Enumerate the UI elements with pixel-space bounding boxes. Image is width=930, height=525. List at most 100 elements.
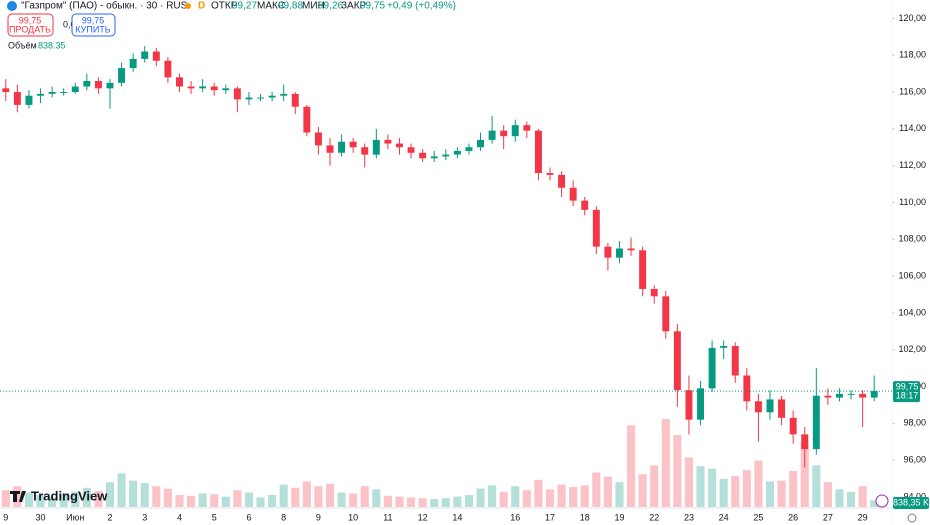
x-tick-label: 10 — [348, 512, 358, 522]
candle-body — [743, 375, 751, 402]
candle-body — [152, 51, 160, 61]
volume-bar — [187, 495, 196, 507]
x-tick-label: 18 — [580, 512, 590, 522]
candle-body — [708, 347, 716, 389]
x-tick-label: 17 — [545, 512, 555, 522]
y-tick-label: 98,00 — [903, 418, 926, 428]
candle-body — [338, 141, 346, 153]
price-tag — [893, 381, 920, 403]
candle-body — [442, 154, 450, 157]
candle-body — [731, 346, 739, 376]
x-tick-label: 26 — [788, 512, 798, 522]
candle-body — [257, 97, 264, 99]
volume-bar — [789, 471, 798, 507]
price-tag-value: 99,75 — [896, 381, 919, 391]
volume-bar — [522, 490, 531, 507]
buy-button[interactable]: 99,75 КУПИТЬ — [71, 13, 116, 37]
legend-value: 99,88 — [278, 1, 303, 12]
buy-box[interactable] — [71, 13, 116, 37]
x-tick-label: 5 — [212, 512, 217, 522]
volume-bar — [244, 492, 253, 507]
candle-body — [511, 125, 519, 137]
volume-bar — [105, 482, 115, 507]
legend-label: ЗАКР — [341, 1, 367, 12]
x-tick-label: 12 — [418, 512, 428, 522]
volume-bar — [383, 495, 392, 507]
volume-bar — [117, 473, 126, 507]
candle-body — [396, 143, 403, 148]
candle-body — [430, 156, 438, 159]
alert-icon[interactable] — [875, 494, 889, 508]
candle-body — [37, 93, 44, 96]
candle-body — [245, 97, 253, 100]
candle-body — [280, 93, 288, 96]
x-tick-label: 9 — [3, 512, 8, 522]
volume-bar — [592, 472, 601, 507]
candle-body — [569, 187, 577, 201]
candle-body — [465, 147, 473, 151]
candle-body — [581, 200, 589, 210]
sell-button[interactable]: 99,75 ПРОДАТЬ — [7, 13, 54, 37]
x-tick-label: 11 — [383, 512, 392, 522]
candle-body — [326, 145, 334, 153]
x-tick-label: 8 — [281, 512, 286, 522]
legend-label: ОТКР — [211, 1, 238, 12]
y-tick-label: 108,00 — [898, 234, 926, 244]
volume-bar — [198, 493, 207, 507]
volume-bar — [71, 491, 80, 507]
candle-body — [210, 86, 218, 91]
volume-bar — [615, 482, 624, 507]
candle-body — [697, 388, 704, 420]
legend-value: 99,75 — [360, 1, 385, 12]
volume-bar — [661, 419, 670, 507]
volume-bar — [719, 479, 728, 507]
volume-bar — [360, 486, 369, 507]
y-tick-label: 102,00 — [898, 344, 926, 354]
candle-body — [222, 88, 230, 91]
volume-bar — [464, 495, 473, 507]
candle-body — [477, 139, 484, 148]
volume-bar — [48, 497, 57, 507]
candle-body — [129, 58, 137, 69]
x-tick-label: 27 — [823, 512, 833, 522]
candle-body — [361, 147, 369, 155]
change: +0,49 (+0,49%) — [387, 1, 456, 12]
candle-body — [60, 92, 68, 94]
buy-label: КУПИТЬ — [75, 24, 110, 34]
volume-bar — [858, 486, 867, 507]
candle-body — [291, 93, 299, 107]
settings-icon[interactable] — [907, 513, 917, 523]
candle-body — [754, 401, 762, 413]
symbol: "Газпром" (ПАО) - обыкн. · 30 · RUS — [21, 0, 188, 12]
x-tick-label: 9 — [316, 512, 321, 522]
volume-bar — [24, 492, 33, 507]
candle-body — [48, 92, 56, 94]
candle-body — [176, 77, 183, 87]
sell-box[interactable] — [7, 13, 54, 37]
volume-bar — [870, 500, 879, 507]
volume-bar — [152, 486, 161, 507]
y-tick-label: 94,00 — [903, 491, 926, 501]
y-tick-label: 116,00 — [899, 86, 926, 96]
x-tick-label: 23 — [684, 512, 694, 522]
volume-tag — [893, 497, 929, 509]
volume-bar — [325, 483, 335, 507]
volume-bar — [800, 442, 809, 507]
buy-price: 99,75 — [82, 15, 105, 25]
candle-body — [407, 147, 415, 153]
volume-bar — [684, 457, 693, 507]
volume-bar — [569, 487, 578, 507]
candle-body — [118, 68, 126, 83]
x-tick-label: 16 — [510, 512, 520, 522]
volume-bar — [511, 486, 520, 507]
volume-bar — [731, 475, 740, 507]
y-tick-label: 114,00 — [899, 123, 926, 133]
volume-bar — [742, 470, 751, 507]
volume-bar — [696, 466, 705, 507]
candle-body — [25, 95, 33, 105]
y-tick-label: 118,00 — [899, 50, 926, 60]
candle-body — [500, 130, 508, 137]
volume-bar — [140, 483, 149, 507]
candle-body — [639, 250, 647, 289]
